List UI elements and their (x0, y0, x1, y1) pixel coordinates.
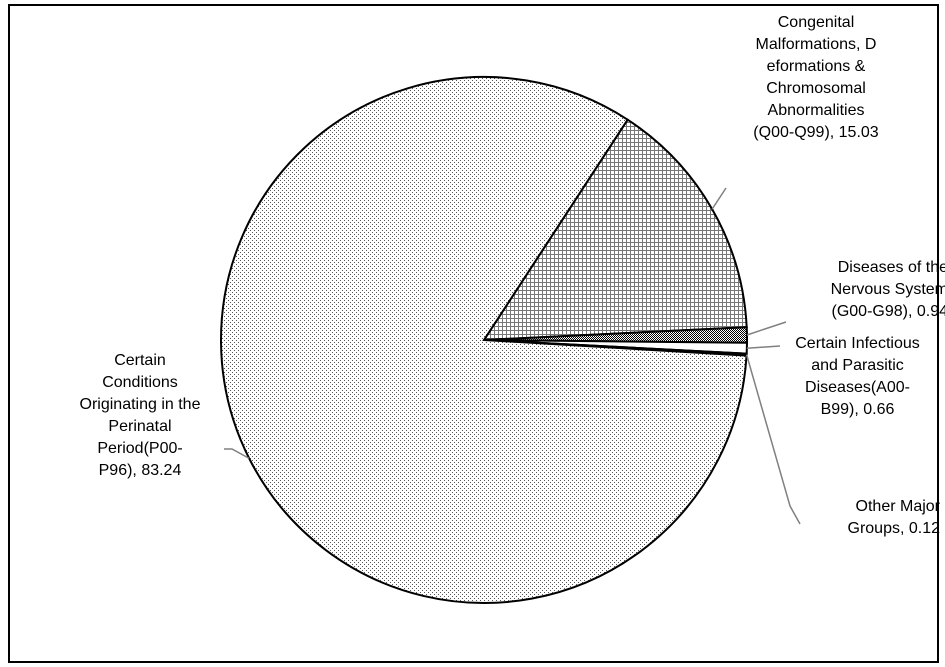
label-congenital: Congenital Malformations, D eformations … (753, 14, 879, 141)
leader-lines (224, 187, 801, 525)
chart-frame: Congenital Malformations, D eformations … (8, 4, 945, 663)
label-infectious: Certain Infectious and Parasitic Disease… (795, 335, 920, 418)
pie-chart (220, 76, 801, 604)
leader-line-2 (746, 345, 781, 349)
leader-line-1 (746, 321, 787, 336)
label-nervous-system: Diseases of the Nervous System (G00-G98)… (830, 259, 945, 320)
leader-line-0 (711, 187, 727, 210)
label-other-groups: Other Major Groups, 0.12 (847, 498, 941, 537)
leader-line-3 (745, 354, 801, 525)
leader-line-4 (224, 448, 250, 460)
label-perinatal: Certain Conditions Originating in the Pe… (79, 352, 201, 479)
slices-layer (220, 76, 748, 604)
pie-slice-0 (482, 118, 748, 342)
